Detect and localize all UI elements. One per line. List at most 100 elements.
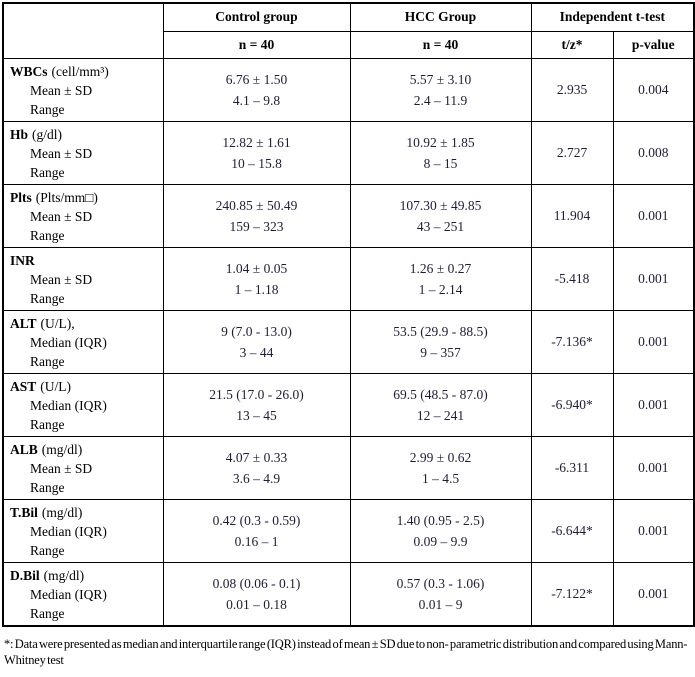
parameter-unit: (mg/dl) xyxy=(43,567,85,583)
p-value: 0.004 xyxy=(612,57,695,122)
control-value: 21.5 (17.0 - 26.0) xyxy=(209,386,304,402)
control-value: 12.82 ± 1.61 xyxy=(222,134,291,150)
range-label: Range xyxy=(30,353,65,369)
parameter-unit: (U/L), xyxy=(40,315,75,331)
hcc-range: 0.09 – 9.9 xyxy=(413,533,468,549)
parameter-unit: (U/L) xyxy=(40,378,72,394)
hcc-cell: 2.99 ± 0.62 1 – 4.5 xyxy=(349,435,532,500)
row-label-cell: Hb (g/dl) Mean ± SD Range xyxy=(2,120,164,185)
header-ttest: Independent t-test xyxy=(530,2,695,32)
table-body: WBCs (cell/mm³) Mean ± SD Range 6.76 ± 1.… xyxy=(2,57,695,626)
table-row-inr: INR Mean ± SD Range 1.04 ± 0.05 1 – 1.18… xyxy=(2,246,695,311)
row-label-cell: ALB (mg/dl) Mean ± SD Range xyxy=(2,435,164,500)
control-cell: 9 (7.0 - 13.0) 3 – 44 xyxy=(162,309,351,374)
stat-label: Median (IQR) xyxy=(30,586,107,602)
parameter-unit: (cell/mm³) xyxy=(51,63,109,79)
control-range: 10 – 15.8 xyxy=(231,155,282,171)
hcc-cell: 10.92 ± 1.85 8 – 15 xyxy=(349,120,532,185)
control-value: 9 (7.0 - 13.0) xyxy=(221,323,292,339)
range-label: Range xyxy=(30,290,65,306)
table-row-alb: ALB (mg/dl) Mean ± SD Range 4.07 ± 0.33 3… xyxy=(2,435,695,500)
hcc-range: 43 – 251 xyxy=(416,218,465,234)
row-title: ALT (U/L), xyxy=(10,314,159,333)
stat-label: Median (IQR) xyxy=(30,334,107,350)
parameter-unit: (g/dl) xyxy=(32,126,63,142)
hcc-value: 5.57 ± 3.10 xyxy=(409,71,472,87)
control-value: 0.42 (0.3 - 0.59) xyxy=(212,512,301,528)
hcc-value: 10.92 ± 1.85 xyxy=(406,134,475,150)
hcc-value: 0.57 (0.3 - 1.06) xyxy=(396,575,485,591)
header-p-value: p-value xyxy=(612,30,695,59)
tz-value: -6.644* xyxy=(530,498,614,563)
stat-label: Mean ± SD xyxy=(30,145,93,161)
control-range: 0.16 – 1 xyxy=(234,533,279,549)
stat-label: Median (IQR) xyxy=(30,523,107,539)
control-range: 0.01 – 0.18 xyxy=(226,596,287,612)
range-label: Range xyxy=(30,101,65,117)
parameter-name: AST xyxy=(10,378,37,394)
control-value: 6.76 ± 1.50 xyxy=(225,71,288,87)
tz-value: -6.311 xyxy=(530,435,614,500)
header-hcc-group: HCC Group xyxy=(349,2,532,32)
stat-label: Mean ± SD xyxy=(30,82,93,98)
parameter-name: ALT xyxy=(10,315,37,331)
tz-value: -5.418 xyxy=(530,246,614,311)
parameter-name: T.Bil xyxy=(10,504,38,520)
table-row-tbil: T.Bil (mg/dl) Median (IQR) Range 0.42 (0.… xyxy=(2,498,695,563)
hcc-value: 69.5 (48.5 - 87.0) xyxy=(393,386,488,402)
row-title: D.Bil (mg/dl) xyxy=(10,566,159,585)
range-label: Range xyxy=(30,605,65,621)
row-label-cell: D.Bil (mg/dl) Median (IQR) Range xyxy=(2,561,164,626)
row-title: AST (U/L) xyxy=(10,377,159,396)
row-title: T.Bil (mg/dl) xyxy=(10,503,159,522)
parameter-name: Plts xyxy=(10,189,32,205)
header-control-group: Control group xyxy=(162,2,351,32)
control-cell: 0.42 (0.3 - 0.59) 0.16 – 1 xyxy=(162,498,351,563)
row-title: Plts (Plts/mm□) xyxy=(10,188,159,207)
header-row-groups: Control group HCC Group Independent t-te… xyxy=(2,2,695,59)
hcc-cell: 0.57 (0.3 - 1.06) 0.01 – 9 xyxy=(349,561,532,626)
row-title: ALB (mg/dl) xyxy=(10,440,159,459)
hcc-cell: 53.5 (29.9 - 88.5) 9 – 357 xyxy=(349,309,532,374)
row-label-cell: INR Mean ± SD Range xyxy=(2,246,164,311)
hcc-value: 1.26 ± 0.27 xyxy=(409,260,472,276)
stat-label: Mean ± SD xyxy=(30,208,93,224)
hcc-cell: 69.5 (48.5 - 87.0) 12 – 241 xyxy=(349,372,532,437)
control-range: 3 – 44 xyxy=(239,344,274,360)
hcc-range: 12 – 241 xyxy=(416,407,465,423)
corner-cell xyxy=(2,2,164,59)
row-title: Hb (g/dl) xyxy=(10,125,159,144)
hcc-cell: 107.30 ± 49.85 43 – 251 xyxy=(349,183,532,248)
control-cell: 0.08 (0.06 - 0.1) 0.01 – 0.18 xyxy=(162,561,351,626)
tz-value: 11.904 xyxy=(530,183,614,248)
parameter-unit: (mg/dl) xyxy=(41,504,83,520)
control-cell: 4.07 ± 0.33 3.6 – 4.9 xyxy=(162,435,351,500)
hcc-value: 53.5 (29.9 - 88.5) xyxy=(393,323,488,339)
p-value: 0.001 xyxy=(612,435,695,500)
p-value: 0.001 xyxy=(612,309,695,374)
control-cell: 6.76 ± 1.50 4.1 – 9.8 xyxy=(162,57,351,122)
parameter-unit: (Plts/mm□) xyxy=(35,189,98,205)
hcc-range: 0.01 – 9 xyxy=(418,596,463,612)
control-range: 1 – 1.18 xyxy=(234,281,279,297)
parameter-unit: (mg/dl) xyxy=(41,441,83,457)
p-value: 0.001 xyxy=(612,183,695,248)
parameter-name: WBCs xyxy=(10,63,48,79)
table-row-alt: ALT (U/L), Median (IQR) Range 9 (7.0 - 13… xyxy=(2,309,695,374)
tz-value: 2.727 xyxy=(530,120,614,185)
hcc-cell: 5.57 ± 3.10 2.4 – 11.9 xyxy=(349,57,532,122)
tz-value: -7.122* xyxy=(530,561,614,626)
stat-label: Mean ± SD xyxy=(30,271,93,287)
p-value: 0.001 xyxy=(612,246,695,311)
row-title: WBCs (cell/mm³) xyxy=(10,62,159,81)
control-cell: 21.5 (17.0 - 26.0) 13 – 45 xyxy=(162,372,351,437)
row-title: INR xyxy=(10,251,159,270)
range-label: Range xyxy=(30,416,65,432)
stat-label: Mean ± SD xyxy=(30,460,93,476)
row-label-cell: AST (U/L) Median (IQR) Range xyxy=(2,372,164,437)
hcc-range: 1 – 2.14 xyxy=(418,281,463,297)
row-label-cell: WBCs (cell/mm³) Mean ± SD Range xyxy=(2,57,164,122)
hcc-range: 9 – 357 xyxy=(420,344,461,360)
hcc-range: 1 – 4.5 xyxy=(421,470,460,486)
